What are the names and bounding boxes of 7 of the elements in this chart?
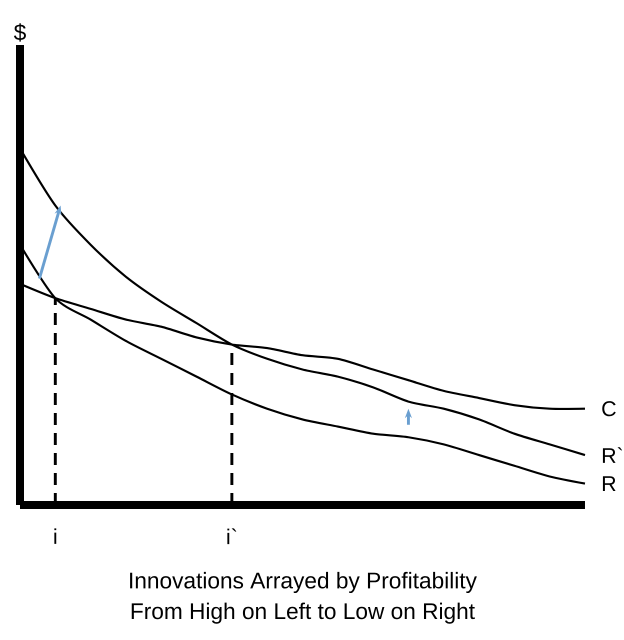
x-tick-label: i` [227, 528, 236, 544]
x-axis-title: Innovations Arrayed by Profitability From High on Left to Low on Right [130, 572, 477, 624]
y-axis-title: $ [14, 23, 26, 42]
series-label: C [602, 401, 616, 416]
x-tick-label: i [54, 528, 56, 544]
series-label: R [602, 476, 616, 491]
series-label: R` [602, 447, 622, 463]
